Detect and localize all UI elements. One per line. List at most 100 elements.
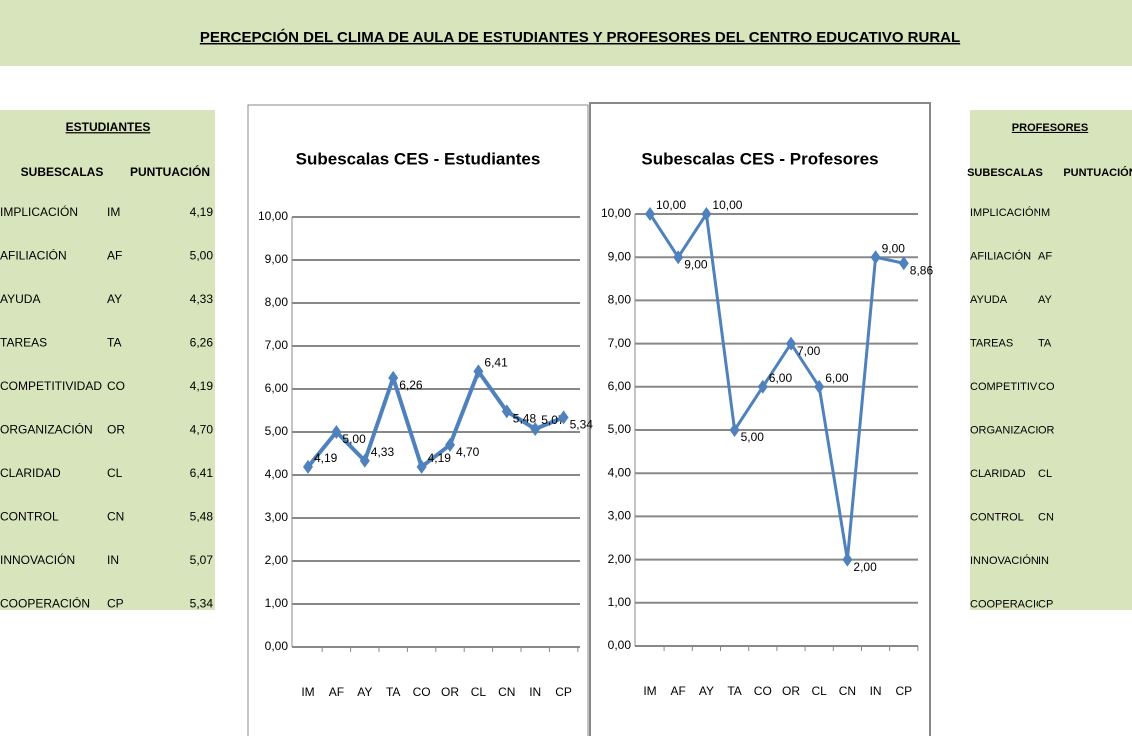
subscale-name: COOPERACIÓN bbox=[0, 596, 90, 611]
data-label: 10,00 bbox=[712, 198, 742, 212]
marker bbox=[757, 379, 768, 394]
subscale-name: CLARIDAD bbox=[970, 468, 1026, 480]
x-tick-label: AF bbox=[671, 684, 686, 698]
y-tick-label: 6,00 bbox=[608, 379, 632, 393]
y-tick-label: 4,00 bbox=[608, 465, 632, 479]
x-tick-label: CL bbox=[812, 684, 828, 698]
data-label: 9,00 bbox=[882, 241, 906, 255]
y-tick-label: 7,00 bbox=[608, 336, 632, 350]
data-label: 4,33 bbox=[371, 445, 395, 459]
data-label: 10,00 bbox=[656, 198, 686, 212]
chart-frame bbox=[247, 104, 589, 736]
subscale-code: IN bbox=[107, 553, 119, 567]
score: 4,33 bbox=[190, 292, 214, 306]
y-tick-label: 9,00 bbox=[608, 249, 632, 263]
y-tick-label: 3,00 bbox=[265, 510, 289, 524]
subscale-name: INNOVACIÓN bbox=[970, 554, 1039, 567]
subscale-code: TA bbox=[1038, 337, 1052, 349]
subscale-name: CLARIDAD bbox=[0, 466, 61, 480]
subscale-code: CO bbox=[1038, 381, 1055, 393]
score: 4,19 bbox=[190, 205, 214, 219]
x-tick-label: AY bbox=[357, 685, 372, 699]
series-line bbox=[648, 209, 905, 560]
data-label: 2,00 bbox=[853, 560, 877, 574]
marker bbox=[331, 425, 342, 439]
marker bbox=[842, 552, 853, 567]
subscale-code: OR bbox=[1038, 424, 1055, 436]
data-label: 5,34 bbox=[570, 418, 594, 432]
x-tick-label: TA bbox=[386, 685, 400, 699]
x-tick-label: CN bbox=[839, 684, 856, 698]
y-tick-label: 10,00 bbox=[601, 206, 631, 220]
subscale-code: OR bbox=[107, 423, 125, 437]
table-bg bbox=[0, 110, 215, 610]
y-tick-label: 0,00 bbox=[265, 639, 289, 653]
subscale-name: CONTROL bbox=[0, 510, 59, 524]
subscale-name: COMPETITIVIDAD bbox=[0, 379, 102, 393]
subscale-code: AF bbox=[107, 249, 122, 263]
marker bbox=[701, 207, 712, 221]
x-tick-label: IN bbox=[870, 684, 882, 698]
marker bbox=[673, 250, 684, 265]
x-tick-label: CP bbox=[895, 684, 912, 698]
marker bbox=[473, 364, 484, 379]
marker bbox=[445, 437, 455, 452]
subscale-code: AY bbox=[107, 292, 122, 306]
subscale-code: TA bbox=[107, 336, 121, 350]
marker bbox=[530, 421, 541, 436]
score: 5,00 bbox=[190, 249, 214, 263]
score: 6,26 bbox=[190, 336, 214, 350]
x-tick-label: TA bbox=[727, 684, 741, 698]
data-label: 5,00 bbox=[342, 432, 366, 446]
marker bbox=[729, 423, 740, 437]
y-tick-label: 4,00 bbox=[265, 467, 289, 481]
x-tick-label: OR bbox=[782, 684, 800, 698]
column-header: PUNTUACIÓN bbox=[130, 164, 210, 179]
subscale-name: IMPLICACIÓN bbox=[970, 206, 1042, 219]
subscale-name: ORGANIZACIÓN bbox=[0, 422, 93, 437]
subscale-name: INNOVACIÓN bbox=[0, 552, 75, 567]
chart-frame bbox=[589, 102, 931, 736]
score: 4,70 bbox=[190, 423, 214, 437]
y-tick-label: 0,00 bbox=[608, 638, 632, 652]
subscale-name: ORGANIZACIÓN bbox=[970, 423, 1055, 436]
y-tick-label: 10,00 bbox=[258, 209, 288, 223]
data-label: 5,00 bbox=[741, 430, 765, 444]
subscale-code: CN bbox=[107, 510, 124, 524]
data-label: 6,00 bbox=[825, 371, 849, 385]
data-label: 5,07 bbox=[541, 413, 565, 427]
y-tick-label: 5,00 bbox=[608, 422, 632, 436]
data-label: 4,70 bbox=[456, 445, 480, 459]
subscale-name: AYUDA bbox=[970, 294, 1008, 306]
x-tick-label: AF bbox=[329, 685, 344, 699]
title-band bbox=[0, 0, 1132, 66]
subscale-name: AYUDA bbox=[0, 292, 40, 306]
score: 6,41 bbox=[190, 466, 214, 480]
subscale-code: CL bbox=[1038, 468, 1052, 480]
x-tick-label: IM bbox=[301, 685, 314, 699]
data-label: 7,00 bbox=[797, 344, 821, 358]
data-label: 6,41 bbox=[484, 356, 508, 370]
subscale-name: TAREAS bbox=[970, 337, 1013, 349]
marker bbox=[814, 379, 825, 394]
subscale-name: AFILIACIÓN bbox=[0, 248, 67, 263]
subscale-name: AFILIACIÓN bbox=[970, 249, 1031, 262]
score: 5,48 bbox=[190, 510, 214, 524]
y-tick-label: 1,00 bbox=[265, 596, 289, 610]
marker bbox=[558, 410, 569, 425]
x-tick-label: CN bbox=[498, 685, 515, 699]
table-title: PROFESORES bbox=[1012, 122, 1088, 134]
subscale-code: CO bbox=[107, 379, 125, 393]
y-tick-label: 6,00 bbox=[265, 381, 289, 395]
marker bbox=[388, 370, 399, 385]
data-label: 9,00 bbox=[684, 257, 708, 271]
score: 4,19 bbox=[190, 379, 214, 393]
marker bbox=[416, 459, 427, 474]
y-tick-label: 9,00 bbox=[265, 252, 289, 266]
marker bbox=[645, 207, 655, 221]
data-label: 6,26 bbox=[399, 378, 423, 392]
x-tick-label: CP bbox=[555, 685, 572, 699]
data-label: 8,86 bbox=[910, 263, 934, 277]
score: 5,07 bbox=[190, 553, 214, 567]
y-tick-label: 3,00 bbox=[608, 509, 632, 523]
